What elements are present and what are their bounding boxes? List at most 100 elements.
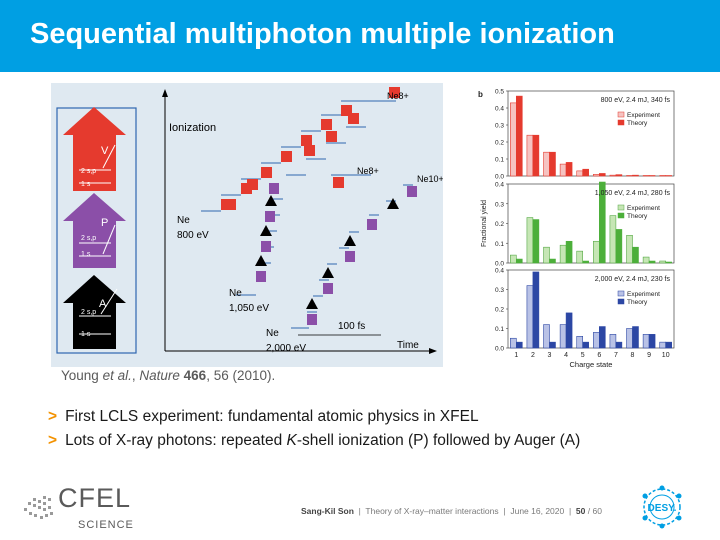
v-shell-2sp: 2 s,p: [81, 168, 96, 175]
title-bar: Sequential multiphoton multiple ionizati…: [0, 0, 720, 72]
y-tick-label: 0.2: [495, 221, 504, 228]
bar-experiment: [609, 215, 617, 264]
x-tick-label: 5: [581, 352, 585, 359]
bar-experiment: [510, 337, 517, 349]
bar-theory: [615, 341, 623, 349]
figure-b-chart: b 0.0 0.1 0.2 0.3 0.4 0.5 800 eV, 2.4 mJ, 340 f…: [476, 83, 682, 373]
bullet-item-2: > Lots of X-ray photons: repeated K-shell…: [48, 429, 708, 453]
v-process-icon: [63, 107, 126, 191]
bar-theory: [648, 260, 656, 264]
legend-swatch: [617, 119, 625, 126]
ne10-label: Ne10+: [417, 174, 443, 184]
ne8-mid-label: Ne8+: [357, 166, 379, 176]
bar-experiment: [642, 175, 650, 177]
x-tick-label: 2: [531, 352, 535, 359]
ionization-axis-label: Ionization: [169, 122, 216, 134]
legend-entry: Theory: [627, 213, 648, 220]
bar-theory: [665, 341, 672, 349]
footer-sep-1: |: [358, 506, 361, 516]
bar-theory: [565, 240, 573, 264]
e2000-label: 2,000 eV: [266, 343, 306, 354]
v-shell-1s: 1 s: [81, 181, 91, 188]
bar-experiment: [576, 170, 583, 177]
figure-a-schematic: V 2 s,p 1 s P 2 s,p 1 s A 2 s,p 1 s Ioni…: [51, 83, 443, 367]
bar-experiment: [626, 175, 633, 177]
bar-theory: [665, 175, 672, 177]
y-tick-label: 0.4: [495, 182, 504, 189]
cfel-wordmark: CFEL: [58, 483, 132, 513]
bar-theory: [549, 151, 556, 177]
bar-experiment: [593, 240, 600, 264]
footer-sep-3: |: [568, 506, 572, 516]
y-axis-label: Fractional yield: [481, 200, 488, 247]
bar-experiment: [559, 244, 567, 264]
y-tick-label: 0.0: [495, 346, 504, 353]
bar-theory: [582, 168, 589, 177]
x-axis-label: Charge state: [570, 360, 613, 369]
x-tick-label: 3: [548, 352, 552, 359]
footer-page-total: / 60: [587, 506, 602, 516]
bar-theory: [532, 134, 540, 177]
bar-theory: [648, 334, 656, 349]
figure-a-svg: V 2 s,p 1 s P 2 s,p 1 s A 2 s,p 1 s Ioni…: [56, 87, 443, 354]
bar-experiment: [543, 151, 550, 177]
y-tick-label: 0.3: [495, 123, 504, 130]
bar-theory: [599, 173, 606, 177]
bullet-2-k: K: [286, 432, 297, 449]
bullet-arrow-icon: >: [48, 408, 58, 425]
footer-date: June 16, 2020: [510, 506, 565, 516]
panel-annotation: 2,000 eV, 2.4 mJ, 230 fs: [595, 276, 671, 283]
bar-experiment: [526, 217, 534, 264]
bullet-list: > First LCLS experiment: fundamental atom…: [48, 405, 708, 453]
legend-swatch: [617, 204, 625, 211]
bar-theory: [615, 229, 623, 264]
citation: Young et al., Nature 466, 56 (2010).: [61, 368, 276, 383]
x-tick-label: 6: [597, 352, 601, 359]
desy-logo-icon: DESY.: [642, 485, 682, 529]
y-tick-label: 0.1: [495, 326, 504, 333]
x-tick-label: 9: [647, 352, 651, 359]
bar-theory: [549, 341, 556, 349]
bar-experiment: [526, 134, 534, 177]
y-tick-label: 0.1: [495, 241, 504, 248]
footer-author: Sang-Kil Son: [301, 506, 354, 516]
bar-experiment: [642, 256, 650, 264]
bar-theory: [632, 174, 639, 177]
footer-info: Sang-Kil Son | Theory of X-ray–matter in…: [301, 506, 602, 516]
bar-theory: [532, 219, 540, 264]
p-shell-1s: 1 s: [81, 251, 91, 258]
e1050-label: 1,050 eV: [229, 303, 269, 314]
legend-entry: Theory: [627, 299, 648, 306]
y-tick-label: 0.5: [495, 89, 504, 96]
y-tick-label: 0.2: [495, 140, 504, 147]
ladder-800ev: [201, 100, 396, 212]
bar-theory: [582, 341, 589, 349]
citation-journal: Nature: [139, 368, 180, 383]
bar-experiment: [609, 334, 617, 349]
cfel-logo-icon: [24, 496, 53, 519]
legend-entry: Theory: [627, 120, 648, 127]
bar-experiment: [659, 341, 666, 349]
bar-experiment: [543, 246, 550, 264]
x-tick-label: 8: [631, 352, 635, 359]
bar-theory: [515, 95, 523, 177]
ladder-2000ev-markers: [306, 186, 417, 325]
footer-sep-2: |: [503, 506, 506, 516]
bar-theory: [632, 246, 639, 264]
ladder-1050ev-markers: [255, 183, 279, 282]
citation-authors: Young: [61, 368, 103, 383]
citation-volume: 466: [183, 368, 207, 383]
figure-b-svg: b 0.0 0.1 0.2 0.3 0.4 0.5 800 eV, 2.4 mJ, 340 f…: [478, 89, 675, 369]
bar-experiment: [559, 324, 567, 349]
bar-experiment: [659, 175, 666, 177]
citation-pages: , 56 (2010).: [206, 368, 276, 383]
bar-experiment: [510, 254, 517, 264]
legend-swatch: [617, 212, 625, 219]
legend-entry: Experiment: [627, 205, 660, 212]
bar-theory: [615, 174, 623, 177]
bar-experiment: [576, 336, 583, 349]
citation-etal: et al.: [102, 368, 132, 383]
panel-annotation: 800 eV, 2.4 mJ, 340 fs: [601, 97, 671, 104]
y-tick-label: 0.4: [495, 268, 504, 275]
bar-theory: [515, 258, 523, 264]
